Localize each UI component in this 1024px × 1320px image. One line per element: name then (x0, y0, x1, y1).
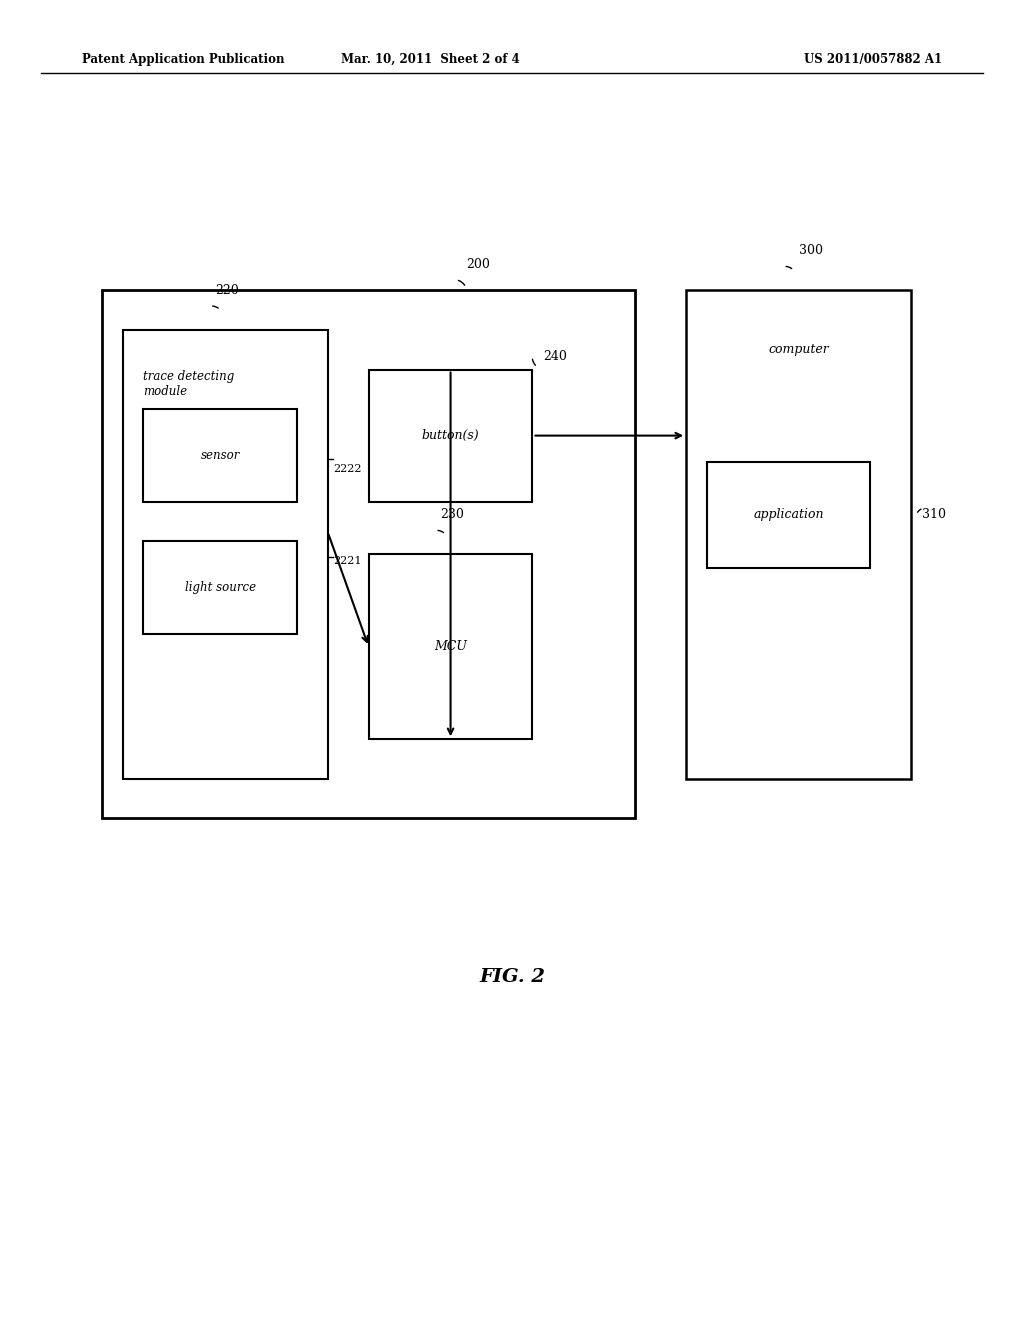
Text: computer: computer (768, 343, 829, 356)
FancyBboxPatch shape (143, 541, 297, 634)
Text: US 2011/0057882 A1: US 2011/0057882 A1 (804, 53, 942, 66)
Text: trace detecting
module: trace detecting module (143, 370, 234, 397)
FancyBboxPatch shape (369, 370, 532, 502)
FancyBboxPatch shape (143, 409, 297, 502)
Text: 230: 230 (440, 508, 464, 521)
Text: Mar. 10, 2011  Sheet 2 of 4: Mar. 10, 2011 Sheet 2 of 4 (341, 53, 519, 66)
Text: light source: light source (184, 581, 256, 594)
Text: button(s): button(s) (422, 429, 479, 442)
Text: Patent Application Publication: Patent Application Publication (82, 53, 285, 66)
FancyBboxPatch shape (686, 290, 911, 779)
Text: 2222: 2222 (333, 463, 361, 474)
FancyBboxPatch shape (369, 554, 532, 739)
Text: sensor: sensor (201, 449, 240, 462)
Text: MCU: MCU (434, 640, 467, 653)
Text: FIG. 2: FIG. 2 (479, 968, 545, 986)
Text: 200: 200 (466, 257, 489, 271)
FancyBboxPatch shape (102, 290, 635, 818)
Text: 240: 240 (543, 350, 566, 363)
Text: 300: 300 (799, 244, 822, 257)
Text: 220: 220 (215, 284, 239, 297)
Text: 310: 310 (922, 508, 945, 521)
FancyBboxPatch shape (707, 462, 870, 568)
FancyBboxPatch shape (123, 330, 328, 779)
Text: 2221: 2221 (333, 556, 361, 566)
Text: application: application (754, 508, 823, 521)
